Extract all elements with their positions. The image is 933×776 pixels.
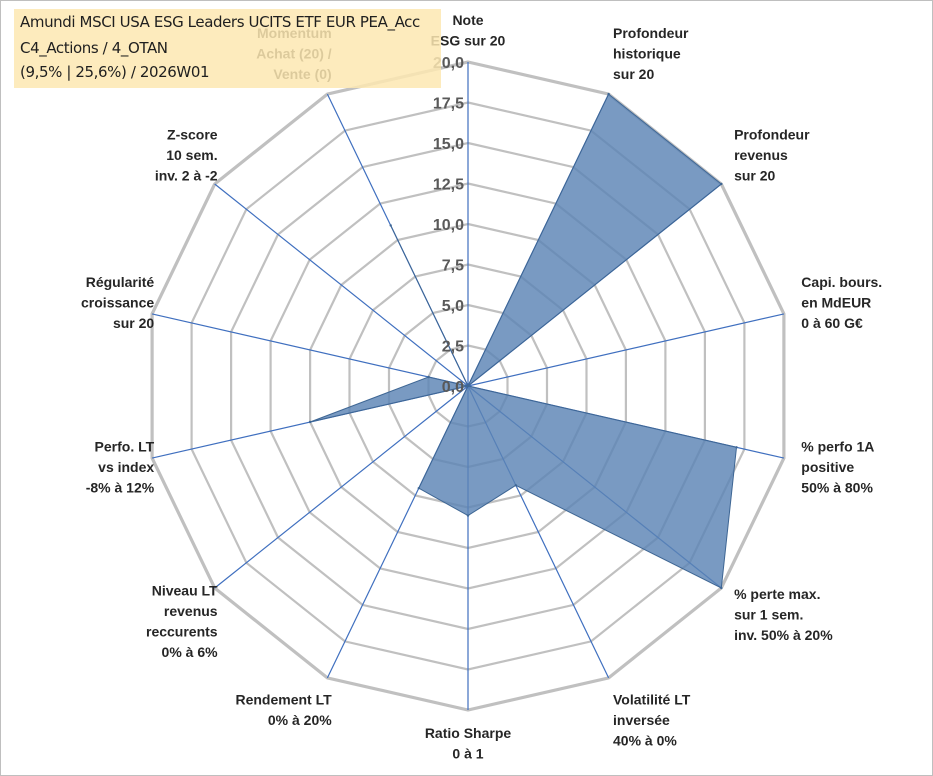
axis-label-line: sur 1 sem.: [734, 607, 803, 623]
axis-label-line: positive: [801, 459, 854, 475]
fund-period: (9,5% | 25,6%) / 2026W01: [20, 63, 210, 81]
data-point-5: [720, 586, 723, 590]
axis-label-line: ESG sur 20: [431, 33, 506, 49]
axis-label-line: 0% à 6%: [162, 644, 219, 660]
axis-label-4: % perfo 1A positive 50% à 80%: [801, 438, 874, 495]
axis-label-line: croissance: [81, 295, 154, 311]
axis-label-line: historique: [613, 46, 681, 62]
axis-label-line: Profondeur: [613, 25, 689, 41]
axis-label-0: Note ESG sur 20: [431, 12, 506, 49]
data-point-8: [417, 487, 420, 490]
axis-label-line: vs index: [98, 459, 154, 475]
axis-label-line: sur 20: [613, 66, 654, 82]
fund-info-box: Amundi MSCI USA ESG Leaders UCITS ETF EU…: [14, 9, 441, 88]
data-point-1: [607, 92, 610, 96]
data-point-11: [427, 375, 430, 379]
data-point-4: [735, 446, 738, 449]
axis-label-line: Niveau LT: [152, 582, 218, 598]
axis-label-line: reccurents: [146, 623, 218, 639]
tick-label-7: 17,5: [433, 96, 464, 113]
axis-label-line: 40% à 0%: [613, 733, 677, 749]
axis-label-8: Rendement LT 0% à 20%: [235, 692, 332, 729]
fund-category: C4_Actions / 4_OTAN: [20, 39, 168, 57]
axis-label-7: Ratio Sharpe 0 à 1: [425, 725, 512, 762]
tick-label-2: 5,0: [442, 298, 464, 315]
tick-label-3: 7,5: [442, 258, 464, 275]
axis-label-line: sur 20: [734, 167, 775, 183]
data-point-2: [720, 182, 723, 186]
data-point-13: [389, 224, 392, 227]
axis-label-12: Z-score 10 sem. inv. 2 à -2: [155, 126, 218, 183]
tick-label-5: 12,5: [433, 177, 464, 194]
axis-label-line: en MdEUR: [801, 295, 871, 311]
axis-label-line: Régularité: [86, 274, 155, 290]
tick-label-6: 15,0: [433, 136, 464, 153]
axis-label-line: 50% à 80%: [801, 479, 873, 495]
axis-label-line: 0 à 1: [452, 746, 483, 762]
spoke-12: [214, 183, 469, 387]
axis-label-line: Note: [452, 12, 483, 28]
axis-label-line: Capi. bours.: [801, 274, 882, 290]
axis-label-line: Ratio Sharpe: [425, 725, 512, 741]
axis-label-line: Rendement LT: [235, 692, 332, 708]
axis-label-line: Volatilité LT: [613, 692, 691, 708]
tick-label-4: 10,0: [433, 217, 464, 234]
axis-label-3: Capi. bours. en MdEUR 0 à 60 G€: [801, 274, 882, 331]
axis-label-11: Régularité croissance sur 20: [81, 274, 154, 331]
axis-label-2: Profondeur revenus sur 20: [734, 126, 810, 183]
data-point-12: [466, 384, 470, 388]
spoke-3: [467, 313, 785, 387]
axis-label-line: inv. 2 à -2: [155, 167, 218, 183]
axis-label-line: % perte max.: [734, 586, 820, 602]
axis-label-line: -8% à 12%: [86, 479, 155, 495]
axis-label-line: 0 à 60 G€: [801, 315, 863, 331]
axis-label-line: revenus: [734, 147, 788, 163]
axis-label-line: inv. 50% à 20%: [734, 627, 833, 643]
axis-label-line: % perfo 1A: [801, 438, 874, 454]
axis-label-line: inversée: [613, 712, 670, 728]
spoke-11: [151, 313, 469, 387]
tick-label-1: 2,5: [442, 339, 464, 356]
axis-label-line: 0% à 20%: [268, 712, 332, 728]
axis-label-9: Niveau LT revenus reccurents 0% à 6%: [146, 582, 218, 660]
axis-label-line: 10 sem.: [166, 147, 217, 163]
tick-label-0: 0,0: [442, 379, 464, 396]
axis-label-line: Profondeur: [734, 126, 810, 142]
fund-name: Amundi MSCI USA ESG Leaders UCITS ETF EU…: [20, 13, 420, 31]
axis-label-line: sur 20: [113, 315, 154, 331]
data-point-6: [514, 484, 517, 487]
axis-label-6: Volatilité LT inversée 40% à 0%: [613, 692, 691, 749]
axis-label-10: Perfo. LT vs index -8% à 12%: [86, 438, 155, 495]
axis-label-5: % perte max. sur 1 sem. inv. 50% à 20%: [734, 586, 833, 643]
data-point-7: [466, 514, 470, 517]
axis-label-line: revenus: [164, 603, 218, 619]
axis-label-line: Perfo. LT: [95, 438, 155, 454]
data-point-10: [308, 420, 312, 424]
axis-label-1: Profondeur historique sur 20: [613, 25, 689, 82]
spoke-9: [214, 385, 469, 589]
axis-label-line: Z-score: [167, 126, 218, 142]
